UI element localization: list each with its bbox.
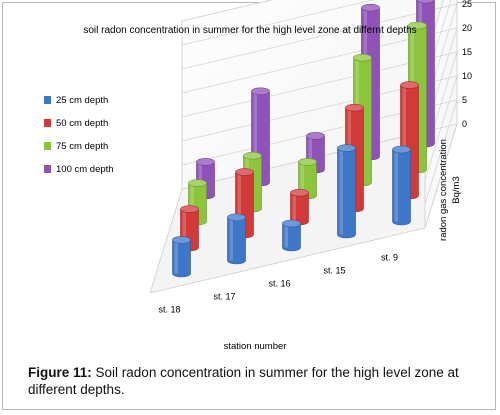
bar <box>290 188 309 226</box>
gridline <box>181 0 452 85</box>
bar-highlight <box>229 217 233 261</box>
bar <box>172 236 191 278</box>
bar-top <box>298 158 317 166</box>
legend-label: 25 cm depth <box>56 95 108 106</box>
legend-swatch <box>44 165 51 173</box>
bar-top <box>361 3 380 12</box>
y-ticks: 05101520253035 <box>462 0 472 129</box>
bar-top <box>392 145 411 154</box>
figure-caption: Figure 11: Soil radon concentration in s… <box>28 364 483 398</box>
category-label: st. 9 <box>381 253 398 263</box>
legend-label: 75 cm depth <box>56 141 108 152</box>
bar-top <box>251 87 270 96</box>
figure-frame <box>2 2 496 410</box>
bar-highlight <box>292 192 296 222</box>
category-label: st. 16 <box>268 279 290 289</box>
category-label: st. 15 <box>323 266 345 276</box>
gridline <box>181 3 458 109</box>
bar-top <box>345 103 364 112</box>
gridline <box>181 51 458 157</box>
bar-top <box>337 144 356 152</box>
legend-swatch <box>44 96 51 104</box>
y-axis-label-line-2: Bq/m3 <box>451 176 462 203</box>
gridline <box>181 123 458 229</box>
bar-top <box>180 205 199 213</box>
bar-top <box>408 21 427 30</box>
bar-highlight <box>339 148 343 235</box>
y-tick-label: 25 <box>462 0 472 9</box>
bar-top <box>416 0 435 4</box>
bar <box>392 145 411 226</box>
y-tick-label: 0 <box>462 119 467 129</box>
caption-label: Figure 11: <box>28 365 92 380</box>
y-tick-label: 15 <box>462 47 472 57</box>
bar-top <box>282 219 301 228</box>
bar-top <box>188 179 207 187</box>
bar-top <box>172 236 191 244</box>
category-label: st. 18 <box>158 305 180 315</box>
bar-highlight <box>402 85 406 196</box>
bar <box>227 213 246 265</box>
x-tick-labels: st. 18 st. 17 st. 16 st. 15 st. 9 <box>158 253 398 315</box>
y-axis-label-line-1: radon gas concentration <box>438 139 449 241</box>
gridlines <box>181 0 458 229</box>
y-axis-label: radon gas concentration Bq/m3 <box>438 139 462 241</box>
category-label: st. 17 <box>213 292 235 302</box>
bar-top <box>227 213 246 222</box>
bar-top <box>290 188 309 197</box>
bars <box>172 0 435 278</box>
bar <box>282 219 301 252</box>
bar-highlight <box>394 149 398 222</box>
bar-highlight <box>284 223 288 248</box>
bar-top <box>243 151 262 160</box>
bar-highlight <box>198 161 202 196</box>
y-tick-label: 10 <box>462 71 472 81</box>
bar-highlight <box>253 91 257 183</box>
bar-top <box>400 81 419 89</box>
bar-highlight <box>190 183 194 222</box>
legend: 25 cm depth 50 cm depth 75 cm depth 100 cm … <box>44 95 114 175</box>
bar-highlight <box>174 239 178 274</box>
bar-top <box>235 168 254 176</box>
y-tick-label: 5 <box>462 95 467 105</box>
bar-highlight <box>237 172 241 235</box>
gridline <box>181 99 458 205</box>
caption-text: Soil radon concentration in summer for t… <box>28 365 459 397</box>
gridline <box>181 0 444 61</box>
bar-top <box>353 53 372 62</box>
bar-highlight <box>182 209 186 248</box>
legend-swatch <box>44 142 51 150</box>
gridline <box>181 27 458 133</box>
y-tick-label: 20 <box>462 23 472 33</box>
bar-top <box>306 132 325 140</box>
gridline <box>181 75 458 181</box>
bar-highlight <box>300 161 304 196</box>
bar <box>337 144 356 239</box>
bar-top <box>196 158 215 166</box>
chart-walls <box>149 0 458 294</box>
legend-label: 50 cm depth <box>56 118 108 129</box>
bar-highlight <box>308 135 312 170</box>
chart-title: soil radon concentration in summer for t… <box>83 25 416 36</box>
legend-label: 100 cm depth <box>56 164 114 175</box>
legend-swatch <box>44 119 51 127</box>
x-axis-label: station number <box>224 341 287 352</box>
